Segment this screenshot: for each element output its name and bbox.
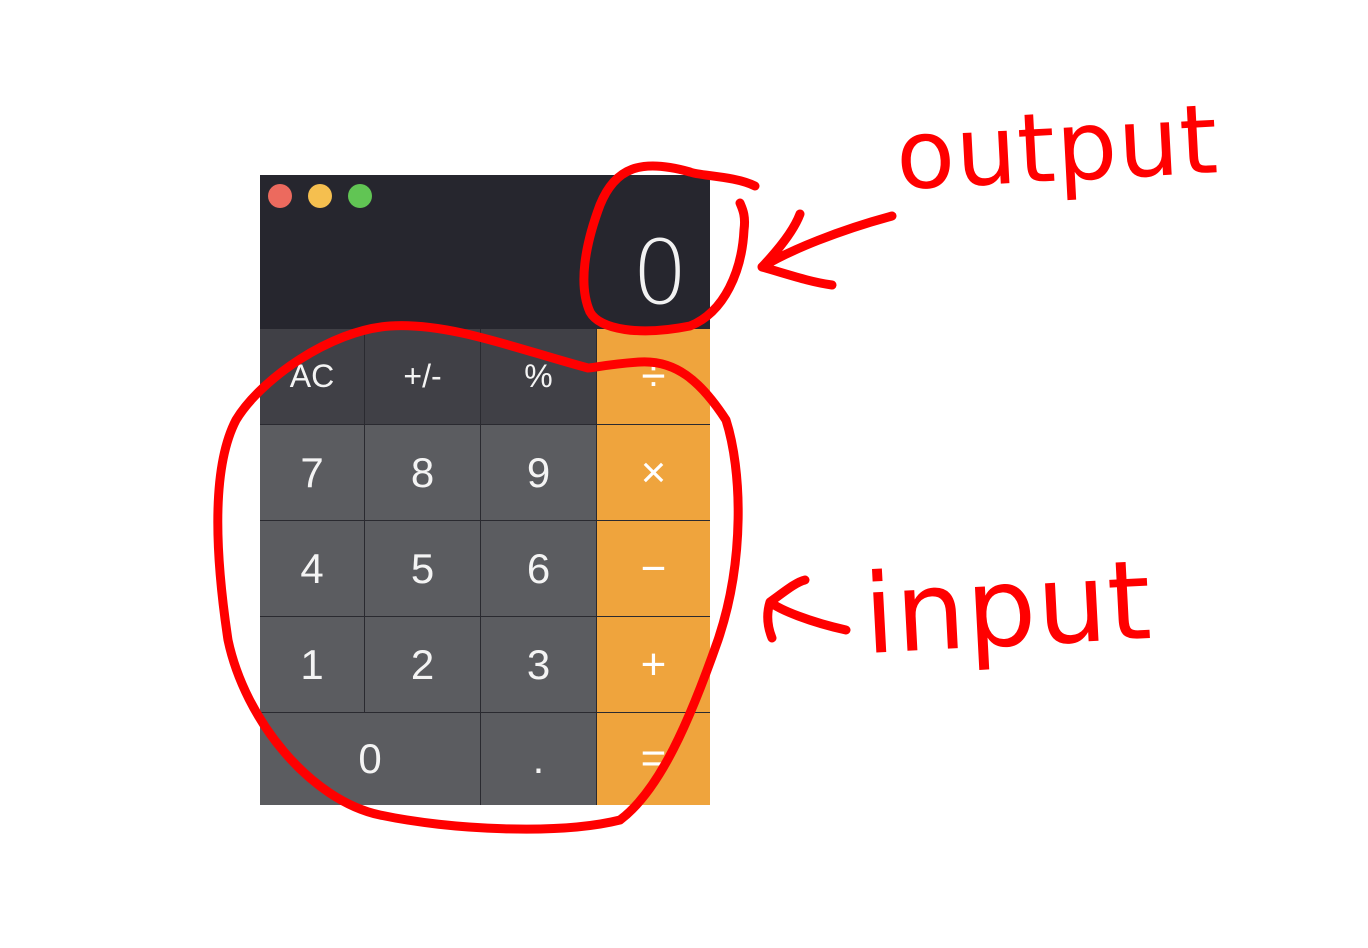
digit-3-button[interactable]: 3	[481, 617, 597, 713]
input-arrow	[763, 575, 851, 643]
multiply-button[interactable]: ×	[597, 425, 710, 521]
all-clear-button[interactable]: AC	[260, 329, 365, 425]
input-annotation-label: input	[860, 536, 1155, 679]
subtract-button[interactable]: −	[597, 521, 710, 617]
digit-2-button[interactable]: 2	[365, 617, 481, 713]
sign-toggle-button[interactable]: +/-	[365, 329, 481, 425]
add-button[interactable]: +	[597, 617, 710, 713]
display-value: 0	[632, 221, 688, 324]
digit-5-button[interactable]: 5	[365, 521, 481, 617]
calculator-window: 0 AC +/- % ÷ 7 8 9 × 4 5 6 − 1 2 3 + 0 .…	[260, 175, 710, 805]
title-bar	[260, 175, 710, 215]
digit-8-button[interactable]: 8	[365, 425, 481, 521]
digit-4-button[interactable]: 4	[260, 521, 365, 617]
minimize-button[interactable]	[308, 184, 332, 208]
decimal-button[interactable]: .	[481, 713, 597, 805]
keypad: AC +/- % ÷ 7 8 9 × 4 5 6 − 1 2 3 + 0 . =	[260, 329, 710, 805]
output-arrow	[757, 209, 897, 290]
equals-button[interactable]: =	[597, 713, 710, 805]
digit-9-button[interactable]: 9	[481, 425, 597, 521]
close-button[interactable]	[268, 184, 292, 208]
digit-7-button[interactable]: 7	[260, 425, 365, 521]
digit-1-button[interactable]: 1	[260, 617, 365, 713]
digit-6-button[interactable]: 6	[481, 521, 597, 617]
divide-button[interactable]: ÷	[597, 329, 710, 425]
output-display: 0	[260, 215, 710, 329]
percent-button[interactable]: %	[481, 329, 597, 425]
zoom-button[interactable]	[348, 184, 372, 208]
output-annotation-label: output	[893, 83, 1222, 212]
digit-0-button[interactable]: 0	[260, 713, 481, 805]
